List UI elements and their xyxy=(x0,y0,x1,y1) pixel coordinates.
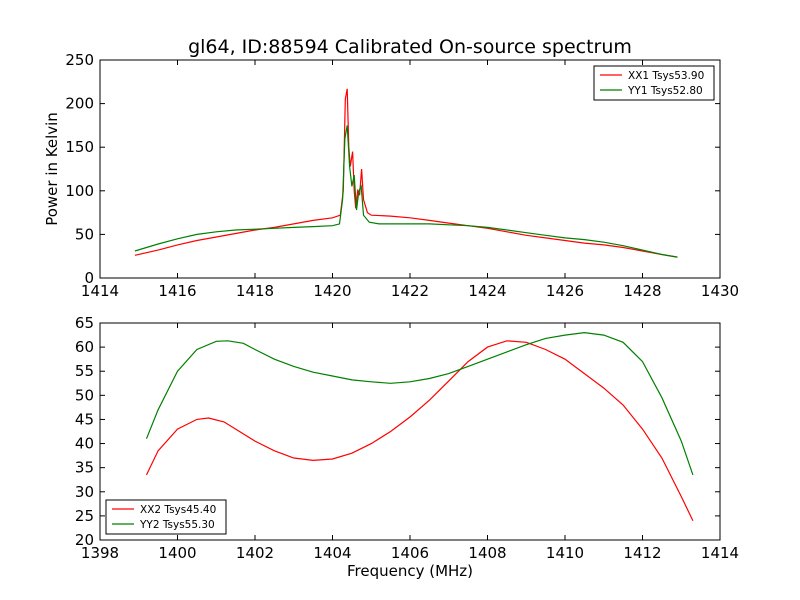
y-tick-label: 250 xyxy=(65,51,94,69)
y-tick-label: 0 xyxy=(84,269,94,287)
y-tick-label: 150 xyxy=(65,138,94,156)
plot-panel-2: 1398 1400 1402 1404 1406 1408 1410 1412 1414 20 25… xyxy=(75,314,739,562)
legend: XX2 Tsys45.40 YY2 Tsys55.30 xyxy=(105,499,227,535)
legend-box xyxy=(105,499,227,535)
x-tick-label: 1420 xyxy=(313,282,351,300)
series-line-1 xyxy=(145,340,694,521)
series-line-2 xyxy=(134,125,678,258)
y-tick-label: 30 xyxy=(75,483,94,501)
x-tick-label: 1412 xyxy=(623,544,661,562)
x-tick-label: 1414 xyxy=(701,544,739,562)
chart-title: gl64, ID:88594 Calibrated On-source spec… xyxy=(188,36,632,58)
y-tick-label: 50 xyxy=(75,225,94,243)
y-tick-label: 60 xyxy=(75,338,94,356)
x-tick-label: 1408 xyxy=(468,544,506,562)
x-tick-label: 1424 xyxy=(468,282,506,300)
legend-label: XX2 Tsys45.40 xyxy=(140,504,216,516)
x-tick-label: 1398 xyxy=(81,544,119,562)
x-tick-label: 1430 xyxy=(701,282,739,300)
x-tick-label: 1416 xyxy=(158,282,196,300)
x-tick-label: 1414 xyxy=(81,282,119,300)
plot-panel-1: 1414 1416 1418 1420 1422 1424 1426 1428 1430 0 50 1… xyxy=(65,51,739,300)
x-tick-label: 1400 xyxy=(158,544,196,562)
y-tick-label: 65 xyxy=(75,314,94,332)
series-line-2 xyxy=(145,331,694,476)
x-tick-label: 1422 xyxy=(391,282,429,300)
x-tick-label: 1428 xyxy=(623,282,661,300)
x-tick-label: 1402 xyxy=(236,544,274,562)
x-tick-label: 1406 xyxy=(391,544,429,562)
x-tick-label: 1404 xyxy=(313,544,351,562)
x-tick-label: 1426 xyxy=(546,282,584,300)
y-tick-label: 20 xyxy=(75,531,94,549)
y-tick-label: 200 xyxy=(65,95,94,113)
y-tick-label: 50 xyxy=(75,386,94,404)
legend-box xyxy=(593,65,715,101)
x-tick-label: 1410 xyxy=(546,544,584,562)
y-tick-label: 55 xyxy=(75,362,94,380)
y-tick-label: 45 xyxy=(75,410,94,428)
legend-label: YY1 Tsys52.80 xyxy=(627,85,703,97)
y-tick-label: 35 xyxy=(75,459,94,477)
legend-label: YY2 Tsys55.30 xyxy=(139,519,215,531)
legend-label: XX1 Tsys53.90 xyxy=(628,70,704,82)
y-tick-label: 100 xyxy=(65,182,94,200)
y-axis-label: Power in Kelvin xyxy=(43,112,61,226)
legend: XX1 Tsys53.90 YY1 Tsys52.80 xyxy=(593,65,715,101)
x-tick-label: 1418 xyxy=(236,282,274,300)
y-tick-label: 25 xyxy=(75,507,94,525)
x-axis-label: Frequency (MHz) xyxy=(347,562,473,580)
y-tick-label: 40 xyxy=(75,435,94,453)
